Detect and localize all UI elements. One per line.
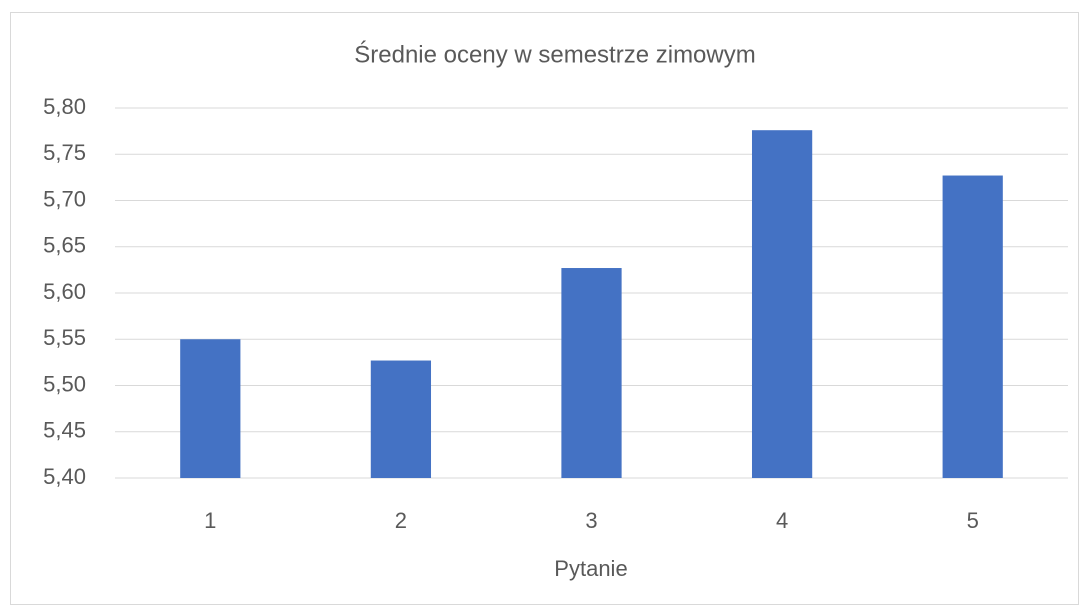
y-tick-label: 5,45 [43, 418, 86, 443]
y-tick-label: 5,50 [43, 371, 86, 396]
bar [561, 268, 622, 478]
bar [942, 175, 1003, 478]
y-tick-label: 5,40 [43, 464, 86, 489]
y-tick-label: 5,70 [43, 186, 86, 211]
x-axis-label: Pytanie [554, 556, 627, 581]
y-tick-label: 5,55 [43, 325, 86, 350]
y-tick-label: 5,60 [43, 279, 86, 304]
bar [751, 130, 813, 478]
bar [180, 339, 241, 478]
chart-frame [10, 12, 1079, 605]
y-tick-label: 5,65 [43, 233, 86, 258]
x-tick-label: 5 [967, 508, 979, 533]
x-tick-label: 2 [395, 508, 407, 533]
chart-title: Średnie oceny w semestrze zimowym [354, 40, 755, 68]
x-tick-label: 4 [776, 508, 788, 533]
x-tick-label: 3 [585, 508, 597, 533]
y-tick-label: 5,75 [43, 140, 86, 165]
x-tick-label: 1 [204, 508, 216, 533]
y-tick-label: 5,80 [43, 94, 86, 119]
bar [370, 360, 432, 478]
